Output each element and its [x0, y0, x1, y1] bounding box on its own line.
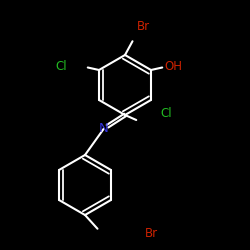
Text: Cl: Cl	[160, 107, 172, 120]
Text: OH: OH	[165, 60, 183, 73]
Text: Br: Br	[145, 227, 158, 240]
Text: Br: Br	[137, 20, 150, 33]
Text: N: N	[99, 122, 108, 135]
Text: Cl: Cl	[56, 60, 67, 73]
